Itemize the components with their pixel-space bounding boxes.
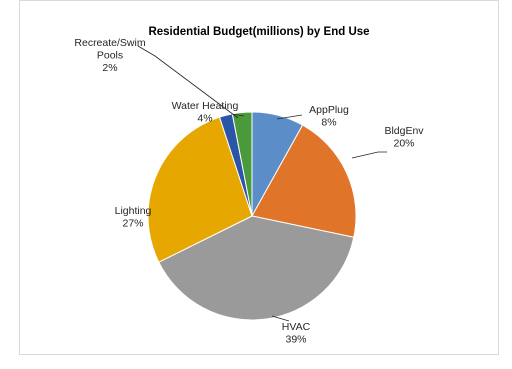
slice-label: 20%	[393, 138, 414, 150]
slice-label: AppPlug	[309, 104, 349, 116]
chart-title: Residential Budget(millions) by End Use	[148, 26, 369, 38]
leader-lines	[137, 45, 387, 322]
slice-label: 8%	[321, 117, 336, 129]
slice-label: 39%	[285, 334, 306, 346]
slice-label: 27%	[122, 218, 143, 230]
slice-label: Pools	[97, 50, 123, 62]
leader-line	[271, 315, 290, 322]
slice-label: Recreate/Swim	[74, 37, 145, 49]
leader-line	[231, 113, 245, 117]
leader-line	[137, 45, 239, 119]
slice-label: Lighting	[115, 205, 152, 217]
slice-bldgenv	[251, 124, 357, 238]
slice-label: 4%	[197, 113, 212, 125]
slice-lighting	[147, 116, 253, 263]
slice-label: Water Heating	[172, 100, 239, 112]
leader-line	[276, 114, 303, 120]
leader-line	[351, 151, 387, 159]
slice-label: BldgEnv	[384, 125, 424, 137]
slice-label: 2%	[102, 62, 117, 74]
slice-hvac	[158, 215, 355, 321]
pie-slices	[147, 111, 357, 321]
slice-label: HVAC	[282, 321, 311, 333]
